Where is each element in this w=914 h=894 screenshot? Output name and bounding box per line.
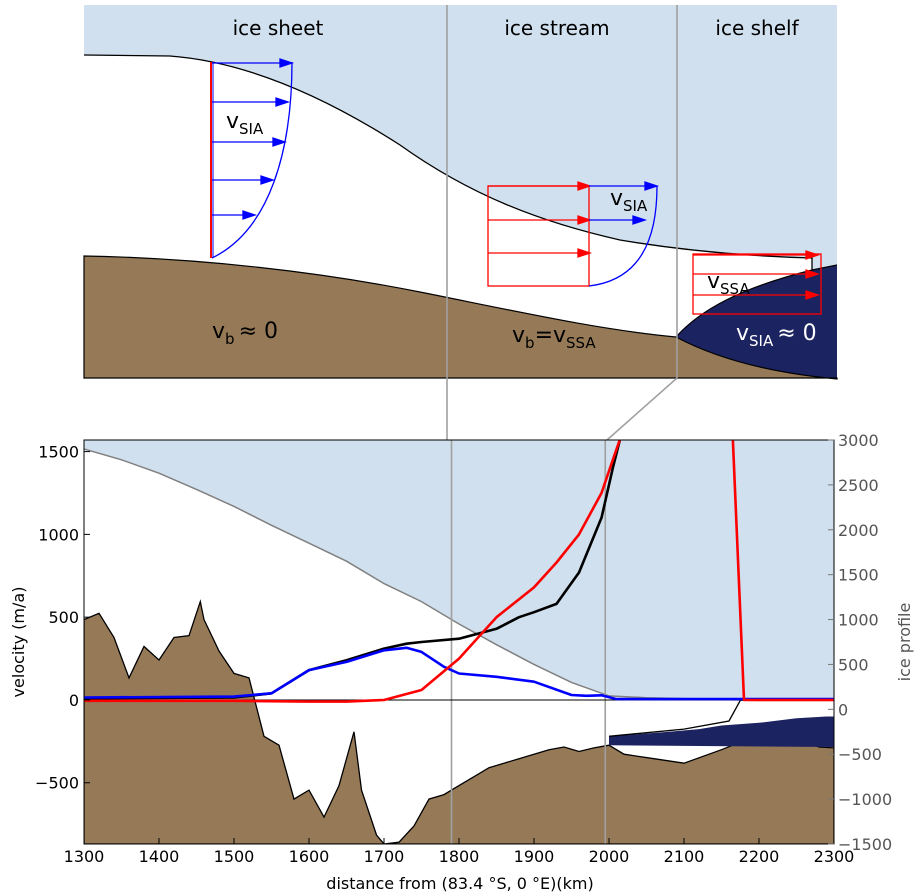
x-tick-label: 1700 [364, 847, 405, 866]
x-tick-label: 2100 [664, 847, 705, 866]
shelf-underside-line [675, 264, 838, 338]
ice-surface-line [83, 54, 813, 270]
axis-ticks: 1300 1400 1500 1600 1700 1800 1900 2000 2100 2200… [35, 431, 892, 866]
x-tick-label: 1400 [139, 847, 180, 866]
shelf-velocity-label: vSSA [707, 269, 750, 298]
x-tick-label: 2200 [739, 847, 780, 866]
y-tick-label: 1000 [38, 525, 79, 544]
y2-tick-label: 0 [838, 700, 848, 719]
x-tick-label: 2000 [589, 847, 630, 866]
stream-velocity-label: vSIA [610, 186, 648, 215]
y2-tick-label: 1000 [838, 611, 879, 630]
bedrock-region [83, 255, 838, 380]
y2-tick-label: 2500 [838, 476, 879, 495]
y-axis-label: velocity (m/a) [9, 587, 28, 698]
y2-tick-label: −500 [838, 745, 882, 764]
x-tick-label: 1300 [64, 847, 105, 866]
y-tick-label: 0 [69, 691, 79, 710]
shelf-ssa-profile: vSSA [692, 250, 822, 315]
x-tick-label: 1600 [289, 847, 330, 866]
region-title-ice-shelf: ice shelf [715, 16, 799, 40]
x-axis-label: distance from (83.4 °S, 0 °E)(km) [326, 874, 593, 893]
shelf-basal-label: vSIA ≈ 0 [736, 321, 817, 350]
ocean-profile [609, 716, 834, 748]
region-title-ice-stream: ice stream [504, 16, 609, 40]
stream-profiles: vSIA [487, 181, 660, 287]
y-tick-label: −500 [35, 774, 79, 793]
x-tick-label: 2300 [814, 847, 855, 866]
y2-tick-label: 500 [838, 655, 869, 674]
y-tick-label: 500 [48, 608, 79, 627]
series-sia [84, 646, 834, 701]
y2-tick-label: 2000 [838, 521, 879, 540]
velocity-lines-layer [84, 440, 834, 703]
velocity-chart: 1300 1400 1500 1600 1700 1800 1900 2000 2100 2200… [9, 431, 914, 893]
sheet-basal-label: vb ≈ 0 [212, 319, 278, 348]
y-tick-label: 1500 [38, 443, 79, 462]
y2-tick-label: 3000 [838, 431, 879, 450]
series-ssa-grounded [84, 440, 622, 703]
y2-tick-label: 1500 [838, 566, 879, 585]
plot-area [84, 440, 834, 844]
y2-tick-label: −1500 [838, 835, 892, 854]
schematic-panel: ice sheet ice stream ice shelf vSIA [83, 5, 838, 441]
stream-basal-label: vb=vSSA [512, 323, 596, 352]
region-title-ice-sheet: ice sheet [233, 16, 324, 40]
sheet-velocity-label: vSIA [226, 109, 264, 138]
y2-axis-label: ice profile [895, 603, 914, 682]
connector-shelf [606, 377, 678, 441]
x-tick-label: 1800 [439, 847, 480, 866]
profile-layer [84, 440, 834, 844]
series-ssa-shelf [731, 440, 834, 702]
y2-tick-label: −1000 [838, 790, 892, 809]
x-tick-label: 1900 [514, 847, 555, 866]
x-tick-label: 1500 [214, 847, 255, 866]
bedrock-profile [84, 599, 834, 844]
ocean-region [676, 265, 837, 378]
sheet-sia-profile: vSIA [210, 58, 295, 259]
